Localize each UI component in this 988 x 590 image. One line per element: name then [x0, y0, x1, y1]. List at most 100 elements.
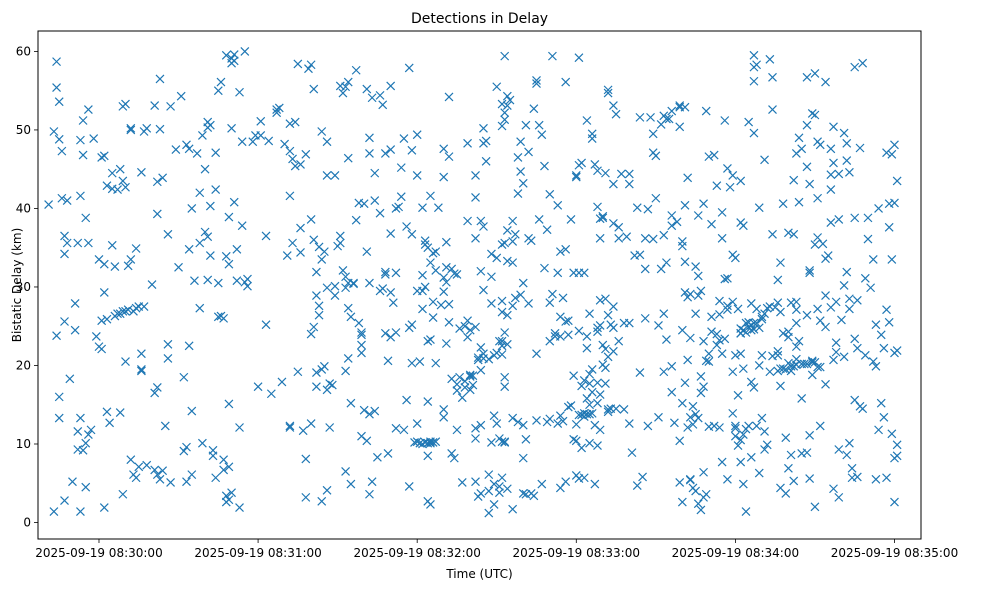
data-point	[579, 375, 589, 385]
data-point	[662, 335, 671, 344]
data-point	[341, 272, 351, 282]
data-point	[669, 418, 679, 428]
data-point	[91, 332, 101, 341]
data-point	[741, 507, 751, 516]
data-point	[654, 412, 663, 422]
data-point	[136, 366, 146, 376]
data-point	[365, 133, 374, 143]
data-point	[667, 221, 677, 231]
data-point	[746, 377, 756, 387]
data-point	[155, 474, 165, 484]
data-point	[656, 264, 666, 274]
data-point	[749, 76, 759, 86]
data-point	[372, 452, 382, 462]
data-point	[99, 503, 109, 513]
data-point	[468, 380, 478, 390]
data-point	[391, 328, 401, 337]
data-point	[518, 278, 528, 288]
data-point	[876, 330, 886, 340]
data-point	[837, 315, 846, 325]
data-point	[608, 346, 618, 356]
data-point	[99, 288, 109, 297]
data-point	[890, 140, 899, 150]
data-point	[778, 328, 788, 338]
data-point	[423, 451, 433, 461]
data-point	[760, 445, 769, 454]
data-point	[768, 229, 777, 239]
data-point	[677, 497, 687, 507]
data-point	[76, 507, 85, 516]
data-point	[205, 251, 215, 260]
data-point	[311, 382, 321, 392]
data-point	[585, 369, 594, 379]
data-point	[290, 161, 300, 171]
data-point	[616, 169, 626, 179]
data-point	[677, 398, 687, 408]
data-point	[773, 346, 783, 356]
data-point	[720, 116, 730, 125]
data-point	[651, 151, 661, 161]
data-point	[754, 203, 764, 213]
data-point	[791, 342, 801, 352]
data-point	[693, 211, 703, 220]
data-point	[728, 297, 738, 307]
data-point	[280, 139, 290, 149]
data-point	[844, 304, 854, 314]
data-point	[208, 451, 218, 461]
data-point	[680, 257, 690, 267]
data-point	[351, 215, 361, 225]
data-point	[500, 115, 510, 125]
data-point	[412, 437, 422, 447]
data-point	[815, 362, 825, 372]
data-point	[555, 332, 565, 341]
data-point	[314, 301, 324, 311]
data-point	[500, 51, 510, 61]
data-point	[574, 410, 584, 420]
data-point	[868, 255, 878, 264]
data-point	[887, 149, 897, 159]
data-point	[441, 262, 451, 272]
data-point	[667, 361, 677, 371]
data-point	[460, 321, 470, 331]
data-point	[508, 504, 518, 514]
data-point	[757, 314, 767, 324]
data-point	[672, 217, 682, 227]
data-point	[346, 398, 356, 408]
data-point	[532, 76, 541, 85]
data-point	[534, 120, 544, 130]
data-point	[441, 277, 451, 287]
data-point	[383, 356, 393, 366]
data-point	[426, 258, 435, 268]
data-point	[136, 349, 146, 359]
data-point	[306, 329, 316, 339]
data-point	[754, 361, 764, 370]
data-point	[863, 213, 873, 223]
data-point	[365, 489, 374, 499]
data-point	[78, 116, 88, 125]
data-point	[346, 479, 356, 489]
data-point	[113, 309, 122, 319]
data-point	[211, 148, 221, 158]
data-point	[582, 332, 592, 341]
data-point	[444, 152, 454, 162]
data-point	[786, 450, 796, 460]
data-point	[831, 347, 841, 357]
data-point	[736, 349, 746, 359]
data-point	[699, 467, 708, 477]
data-point	[54, 392, 64, 402]
data-point	[139, 302, 149, 312]
data-point	[121, 357, 130, 366]
data-point	[343, 353, 353, 363]
x-tick-label: 2025-09-19 08:31:00	[194, 546, 321, 560]
data-point	[595, 321, 605, 330]
data-point	[619, 405, 629, 414]
data-point	[229, 197, 239, 207]
data-point	[760, 155, 769, 165]
data-point	[590, 160, 600, 169]
data-point	[497, 99, 507, 109]
data-point	[335, 238, 345, 248]
data-point	[152, 209, 162, 219]
data-point	[235, 87, 244, 97]
data-point	[391, 423, 401, 433]
data-point	[587, 364, 597, 374]
